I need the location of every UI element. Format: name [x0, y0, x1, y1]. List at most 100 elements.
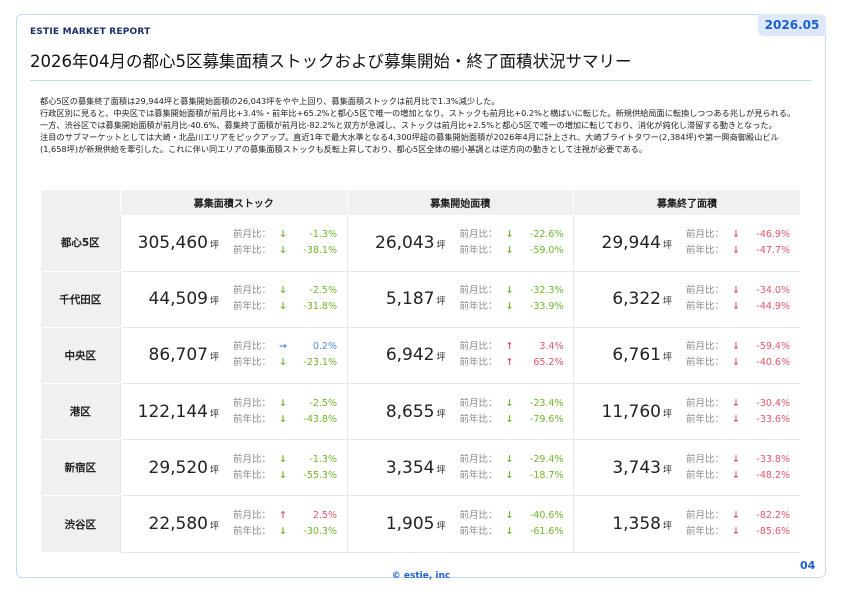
- table-cell: 122,144 坪 前月比： ↓ -2.5% 前年比： ↓ -43.8%: [120, 383, 347, 441]
- mom-change: 0.2%: [312, 341, 337, 353]
- table-cell: 6,322 坪 前月比： ↓ -34.0% 前年比： ↓ -44.9%: [573, 271, 800, 328]
- value-number: 3,743: [612, 457, 661, 478]
- yoy-change: -38.1%: [303, 244, 337, 256]
- changes: 前月比： ↓ -33.8% 前年比： ↓ -48.2%: [686, 452, 790, 484]
- mom-change: -1.3%: [309, 453, 337, 465]
- mom-label: 前月比：: [459, 341, 498, 353]
- yoy-change: -61.6%: [529, 526, 564, 538]
- value-number: 3,354: [385, 457, 435, 478]
- yoy-label: 前年比：: [233, 526, 272, 538]
- yoy-change: -23.1%: [303, 357, 337, 369]
- cell-content: 5,187 坪 前月比： ↓ -32.3% 前年比： ↓ -33.9%: [348, 272, 574, 327]
- unit: 坪: [209, 465, 219, 476]
- unit: 坪: [209, 522, 219, 533]
- table-cell: 5,187 坪 前月比： ↓ -32.3% 前年比： ↓ -33.9%: [346, 271, 574, 328]
- area-name: 中央区: [40, 327, 121, 385]
- date-badge: 2026.05: [758, 14, 826, 36]
- mom-change: -82.2%: [756, 510, 790, 522]
- cell-content: 6,942 坪 前月比： ↑ 3.4% 前年比： ↑ 65.2%: [348, 328, 574, 383]
- unit: 坪: [662, 409, 672, 420]
- mom-line: 前月比： ↑ 2.5%: [233, 508, 337, 524]
- arrow: ↑: [505, 357, 514, 369]
- yoy-change: -33.6%: [756, 413, 790, 425]
- unit: 坪: [662, 297, 672, 308]
- mom-line: 前月比： ↓ -34.0%: [686, 283, 790, 299]
- mom-change: 3.4%: [539, 341, 564, 353]
- yoy-change: -33.9%: [529, 301, 564, 313]
- changes: 前月比： ↓ -59.4% 前年比： ↓ -40.6%: [686, 339, 790, 371]
- arrow: ↓: [732, 526, 740, 538]
- value-number: 86,707: [148, 345, 208, 366]
- mom-label: 前月比：: [233, 397, 272, 409]
- yoy-label: 前年比：: [459, 357, 498, 369]
- arrow: ↓: [732, 397, 740, 409]
- copyright: © estie, inc: [391, 571, 451, 581]
- value-number: 29,520: [148, 457, 208, 478]
- value: 122,144 坪: [121, 402, 219, 422]
- yoy-line: 前年比： ↓ -33.6%: [686, 412, 790, 428]
- mom-label: 前月比：: [686, 397, 725, 409]
- mom-change: -2.5%: [309, 285, 337, 297]
- yoy-change: -85.6%: [756, 526, 790, 538]
- yoy-change: -44.9%: [756, 301, 790, 313]
- value: 26,043 坪: [348, 233, 446, 253]
- arrow: ↓: [732, 510, 740, 522]
- value: 3,354 坪: [348, 458, 446, 478]
- column-header: 募集面積ストック: [120, 190, 347, 215]
- yoy-line: 前年比： ↓ -44.9%: [686, 299, 790, 315]
- yoy-line: 前年比： ↓ -55.3%: [233, 468, 337, 484]
- table-cell: 11,760 坪 前月比： ↓ -30.4% 前年比： ↓ -33.6%: [573, 383, 800, 441]
- table-row: 渋谷区 22,580 坪前月比： ↑ 2.5% 前年比： ↓ -30.3% 1,905 坪前月比：…: [40, 495, 800, 553]
- value: 5,187 坪: [348, 289, 446, 309]
- table-cell: 29,944 坪 前月比： ↓ -46.9% 前年比： ↓ -47.7%: [573, 215, 800, 272]
- mom-label: 前月比：: [233, 510, 272, 522]
- cell-content: 86,707 坪 前月比： → 0.2% 前年比： ↓ -23.1%: [121, 328, 347, 383]
- cell-content: 26,043 坪 前月比： ↓ -22.6% 前年比： ↓ -59.0%: [348, 215, 574, 271]
- mom-line: 前月比： ↓ -22.6%: [460, 227, 564, 243]
- arrow: ↓: [505, 228, 514, 240]
- yoy-change: -18.7%: [529, 469, 564, 481]
- area-name: 渋谷区: [40, 495, 121, 553]
- arrow: ↓: [279, 301, 287, 313]
- table-cell: 305,460 坪 前月比： ↓ -1.3% 前年比： ↓ -38.1%: [120, 215, 347, 272]
- arrow: ↓: [279, 397, 287, 409]
- yoy-label: 前年比：: [686, 469, 725, 481]
- value-number: 8,655: [385, 401, 435, 422]
- value-number: 11,760: [601, 401, 661, 422]
- cell-content: 6,761 坪 前月比： ↓ -59.4% 前年比： ↓ -40.6%: [574, 328, 800, 383]
- area-name: 新宿区: [40, 439, 121, 497]
- value-number: 305,460: [137, 232, 208, 253]
- yoy-line: 前年比： ↓ -31.8%: [233, 299, 337, 315]
- cell-content: 6,322 坪 前月比： ↓ -34.0% 前年比： ↓ -44.9%: [574, 272, 800, 327]
- yoy-label: 前年比：: [459, 413, 498, 425]
- mom-line: 前月比： ↓ -23.4%: [460, 396, 564, 412]
- yoy-label: 前年比：: [233, 469, 272, 481]
- mom-change: -22.6%: [529, 228, 564, 240]
- yoy-change: -48.2%: [756, 469, 790, 481]
- arrow: ↓: [732, 357, 740, 369]
- changes: 前月比： ↓ -23.4% 前年比： ↓ -79.6%: [460, 396, 564, 428]
- changes: 前月比： ↓ -29.4% 前年比： ↓ -18.7%: [460, 452, 564, 484]
- arrow: ↓: [279, 285, 287, 297]
- cell-content: 29,520 坪 前月比： ↓ -1.3% 前年比： ↓ -55.3%: [121, 440, 347, 495]
- table-cell: 6,942 坪 前月比： ↑ 3.4% 前年比： ↑ 65.2%: [346, 327, 574, 385]
- mom-label: 前月比：: [233, 285, 272, 297]
- unit: 坪: [662, 353, 672, 364]
- yoy-line: 前年比： ↓ -47.7%: [686, 243, 790, 259]
- arrow: ↓: [732, 228, 740, 240]
- value: 1,358 坪: [574, 514, 672, 534]
- yoy-change: -47.7%: [756, 244, 790, 256]
- unit: 坪: [209, 409, 219, 420]
- table-cell: 3,743 坪 前月比： ↓ -33.8% 前年比： ↓ -48.2%: [573, 439, 800, 497]
- yoy-label: 前年比：: [233, 301, 272, 313]
- page-number: 04: [800, 559, 816, 572]
- mom-label: 前月比：: [459, 397, 498, 409]
- mom-label: 前月比：: [233, 228, 272, 240]
- mom-line: 前月比： ↓ -30.4%: [686, 396, 790, 412]
- arrow: ↓: [732, 413, 740, 425]
- changes: 前月比： → 0.2% 前年比： ↓ -23.1%: [233, 339, 337, 371]
- changes: 前月比： ↓ -2.5% 前年比： ↓ -43.8%: [233, 396, 337, 428]
- table-cell: 44,509 坪 前月比： ↓ -2.5% 前年比： ↓ -31.8%: [120, 271, 347, 328]
- mom-line: 前月比： ↓ -33.8%: [686, 452, 790, 468]
- unit: 坪: [436, 240, 446, 251]
